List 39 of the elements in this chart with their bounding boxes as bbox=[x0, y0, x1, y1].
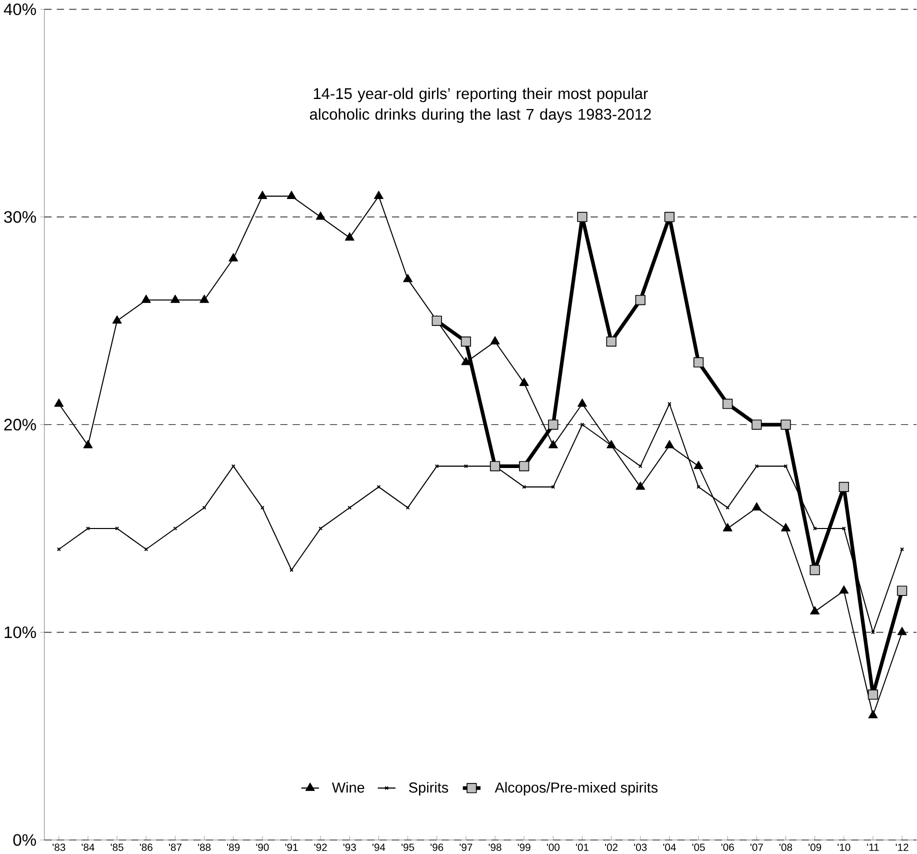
legend-label: Alcopos/Pre-mixed spirits bbox=[494, 782, 658, 796]
x-tick-label: '00 bbox=[546, 843, 560, 851]
y-tick-label: 10% bbox=[4, 626, 36, 638]
x-tick-label: '07 bbox=[750, 843, 763, 851]
x-tick-label: '01 bbox=[576, 843, 588, 851]
y-tick-label: 30% bbox=[4, 210, 36, 223]
x-tick-label: '11 bbox=[867, 843, 879, 851]
x-tick-label: '85 bbox=[110, 843, 124, 851]
x-tick-label: '09 bbox=[808, 843, 822, 851]
x-tick-label: '96 bbox=[430, 843, 444, 851]
x-tick-label: '94 bbox=[372, 843, 386, 851]
y-tick-label: 40% bbox=[4, 3, 36, 15]
text: 14-15 year-old girls’ reporting their most popular alcoholic drinks during the last 7 days 1983-2012 bbox=[310, 88, 651, 123]
legend-label: Wine bbox=[332, 782, 364, 792]
x-tick-label: '08 bbox=[780, 843, 792, 851]
x-tick-label: '95 bbox=[402, 843, 414, 851]
x-tick-label: '92 bbox=[314, 843, 327, 851]
x-tick-label: '12 bbox=[896, 843, 908, 851]
x-tick-label: '91 bbox=[285, 843, 298, 851]
x-tick-label: '90 bbox=[256, 843, 269, 851]
x-tick-label: '04 bbox=[663, 843, 676, 851]
x-tick-label: '88 bbox=[198, 843, 211, 851]
x-tick-label: '89 bbox=[227, 843, 240, 851]
x-tick-label: '83 bbox=[52, 843, 66, 851]
x-tick-label: '03 bbox=[634, 843, 647, 851]
x-tick-label: '98 bbox=[488, 843, 502, 851]
y-tick-label: 0% bbox=[13, 834, 36, 846]
x-tick-label: '06 bbox=[721, 843, 734, 851]
x-tick-label: '10 bbox=[838, 843, 850, 851]
x-tick-label: '99 bbox=[518, 843, 530, 851]
x-tick-label: '86 bbox=[140, 843, 152, 851]
legend-label: Spirits bbox=[409, 782, 448, 796]
x-tick-label: '05 bbox=[692, 843, 705, 851]
y-tick-label: 20% bbox=[4, 418, 36, 430]
x-tick-label: '87 bbox=[168, 843, 182, 851]
x-tick-label: '84 bbox=[82, 843, 94, 851]
x-tick-label: '93 bbox=[343, 843, 356, 851]
x-tick-label: '02 bbox=[605, 843, 618, 851]
x-tick-label: '97 bbox=[460, 843, 472, 851]
